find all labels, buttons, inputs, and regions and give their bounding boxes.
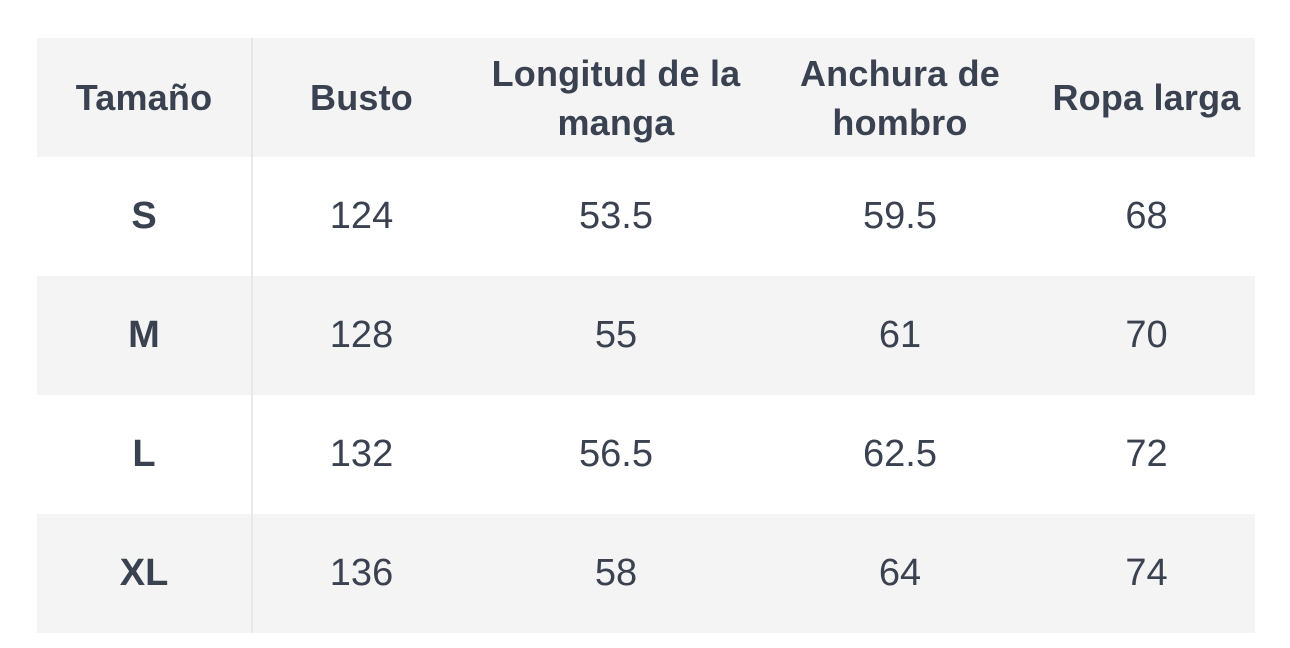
bust-value: 132	[252, 395, 470, 514]
bust-value: 124	[252, 157, 470, 276]
size-label: L	[37, 395, 253, 514]
size-label: XL	[37, 514, 253, 633]
table-row-l: L 132 56.5 62.5 72	[37, 395, 1255, 514]
header-row: Tamaño Busto Longitud de la manga Anchur…	[37, 38, 1255, 157]
size-label: S	[37, 157, 253, 276]
column-header-size: Tamaño	[37, 38, 253, 157]
shoulder-width-value: 62.5	[762, 395, 1038, 514]
table-row-s: S 124 53.5 59.5 68	[37, 157, 1255, 276]
shoulder-width-value: 64	[762, 514, 1038, 633]
column-header-sleeve-length: Longitud de la manga	[470, 38, 762, 157]
sleeve-length-value: 58	[470, 514, 762, 633]
garment-length-value: 68	[1038, 157, 1255, 276]
size-chart-table: Tamaño Busto Longitud de la manga Anchur…	[37, 38, 1256, 633]
garment-length-value: 70	[1038, 276, 1255, 395]
bust-value: 128	[252, 276, 470, 395]
sleeve-length-value: 56.5	[470, 395, 762, 514]
shoulder-width-value: 59.5	[762, 157, 1038, 276]
column-header-garment-length: Ropa larga	[1038, 38, 1255, 157]
sleeve-length-value: 55	[470, 276, 762, 395]
sleeve-length-value: 53.5	[470, 157, 762, 276]
column-header-shoulder-width: Anchura de hombro	[762, 38, 1038, 157]
size-label: M	[37, 276, 253, 395]
table-row-m: M 128 55 61 70	[37, 276, 1255, 395]
garment-length-value: 74	[1038, 514, 1255, 633]
bust-value: 136	[252, 514, 470, 633]
table-row-xl: XL 136 58 64 74	[37, 514, 1255, 633]
shoulder-width-value: 61	[762, 276, 1038, 395]
garment-length-value: 72	[1038, 395, 1255, 514]
column-header-bust: Busto	[252, 38, 470, 157]
